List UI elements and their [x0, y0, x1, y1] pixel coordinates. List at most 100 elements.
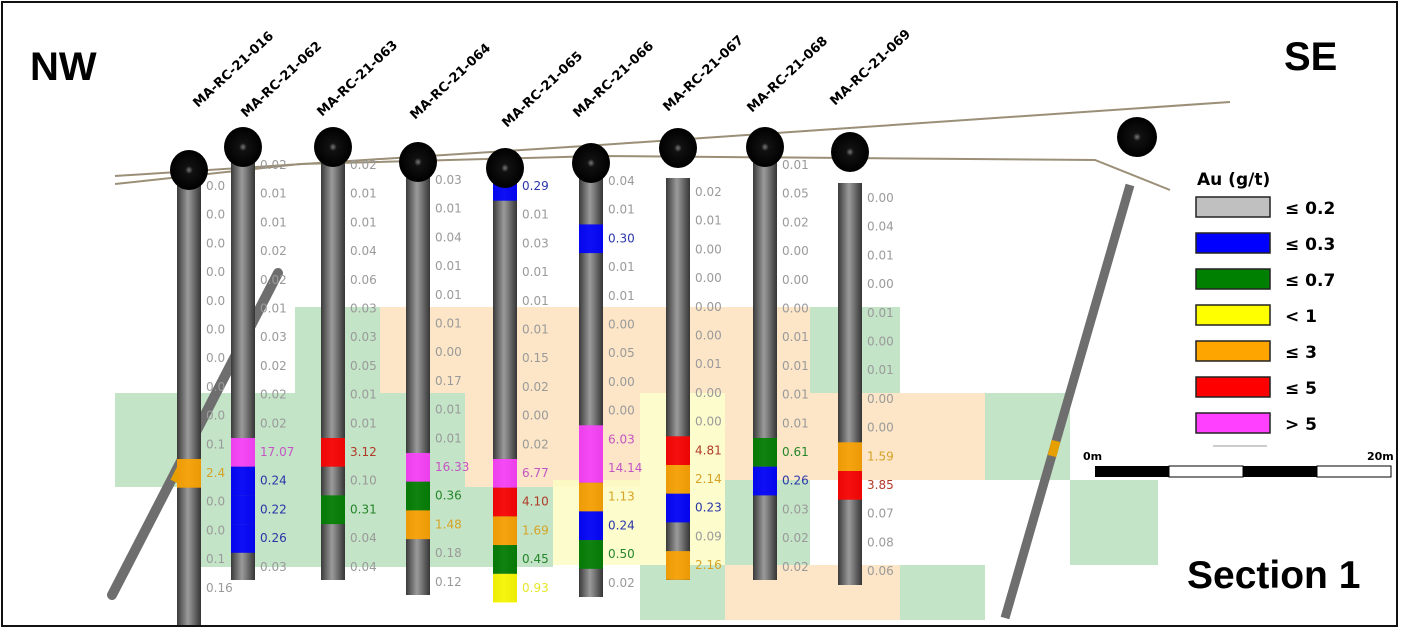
section-title: Section 1 [1187, 554, 1360, 597]
scale-segment [1095, 466, 1169, 477]
assay-value: 0.01 [782, 416, 809, 430]
assay-interval [838, 442, 862, 471]
assay-interval [321, 438, 345, 467]
assay-value: 0.01 [522, 294, 549, 308]
scale-segment [1316, 465, 1392, 478]
assay-value: 0.0 [206, 179, 225, 193]
assay-value: 0.03 [350, 302, 377, 316]
assay-value: 0.02 [782, 215, 809, 229]
scale-bar: 0m 20m [1083, 450, 1394, 478]
hole-label: MA-RC-21-067 [660, 33, 746, 115]
drill-hole: 0.02 0.01 0.01 0.04 0.06 0.03 0.03 0.05 0.01 0.01… [314, 127, 377, 580]
assay-value: 0.1 [206, 437, 225, 451]
assay-value: 0.00 [782, 273, 809, 287]
assay-interval [231, 524, 255, 553]
assay-value: 0.24 [260, 474, 287, 488]
assay-value: 0.01 [867, 306, 894, 320]
assay-value: 0.0 [206, 380, 225, 394]
hole-label: MA-RC-21-068 [744, 34, 830, 116]
direction-label-nw: NW [30, 45, 97, 89]
assay-value: 2.4 [206, 466, 225, 480]
assay-value: 0.22 [260, 502, 287, 516]
assay-interval [493, 573, 517, 603]
assay-value: 0.01 [435, 202, 462, 216]
assay-value: 0.29 [522, 179, 549, 193]
assay-value: 0.10 [350, 474, 377, 488]
assay-value: 0.01 [867, 248, 894, 262]
assay-value: 4.10 [522, 495, 549, 509]
assay-value: 0.01 [350, 388, 377, 402]
hole-label: MA-RC-21-063 [314, 38, 400, 120]
inclined-hole-right [1000, 183, 1135, 620]
assay-value: 6.77 [522, 466, 549, 480]
assay-value: 0.00 [608, 375, 635, 389]
drill-hole: 0.02 0.01 0.01 0.02 0.02 0.01 0.03 0.02 0.02 0.02… [224, 127, 294, 580]
assay-value: 0.01 [435, 259, 462, 273]
assay-value: 0.00 [867, 191, 894, 205]
drill-hole: 0.01 0.05 0.02 0.00 0.00 0.00 0.01 0.01 0.01 0.01… [746, 127, 809, 580]
assay-value: 0.0 [206, 323, 225, 337]
assay-interval [838, 471, 862, 500]
assay-value: 0.02 [260, 244, 287, 258]
assay-value: 0.01 [350, 215, 377, 229]
scale-segment [1168, 465, 1244, 478]
assay-value: 0.01 [435, 431, 462, 445]
collar-marker [486, 148, 524, 188]
collar-marker [572, 143, 610, 183]
assay-value: 0.01 [260, 215, 287, 229]
drill-hole: 0.00 0.04 0.01 0.00 0.01 0.00 0.01 0.00 0.00 1.59… [831, 132, 894, 585]
drill-hole: 0.03 0.01 0.04 0.01 0.01 0.01 0.00 0.17 0.01 0.01… [399, 142, 469, 595]
assay-value: 0.00 [695, 386, 722, 400]
assay-value: 1.13 [608, 490, 635, 504]
assay-interval [579, 224, 603, 254]
assay-value: 0.12 [435, 575, 462, 589]
hole-label: MA-RC-21-066 [570, 39, 656, 121]
assay-value: 0.00 [695, 242, 722, 256]
assay-value: 0.0 [206, 495, 225, 509]
assay-value: 0.01 [435, 288, 462, 302]
assay-value: 0.02 [782, 560, 809, 574]
assay-value: 0.00 [435, 345, 462, 359]
assay-value: 0.02 [350, 158, 377, 172]
drill-holes: 0.00.00.00.00.00.00.00.00.00.12.40.00.00… [170, 127, 894, 625]
assay-interval [231, 466, 255, 496]
assay-value: 0.26 [260, 531, 287, 545]
assay-value: 0.01 [608, 203, 635, 217]
scale-end-label: 20m [1367, 450, 1394, 463]
collar-marker [659, 128, 697, 168]
assay-interval [666, 551, 690, 580]
assay-value: 0.02 [260, 158, 287, 172]
legend-swatch [1195, 268, 1271, 290]
assay-value: 0.01 [435, 403, 462, 417]
assay-value: 0.03 [350, 330, 377, 344]
drill-hole: 0.0 0.0 0.0 0.0 0.0 0.0 0.0 0.0 0.0 0.1 2.4 0.0 0.0 0… [170, 150, 233, 625]
assay-value: 0.01 [782, 388, 809, 402]
assay-value: 0.36 [435, 489, 462, 503]
assay-value: 0.04 [867, 220, 894, 234]
assay-value: 0.02 [782, 531, 809, 545]
hole-label: MA-RC-21-065 [499, 49, 585, 131]
legend: Au (g/t) ≤ 0.2 ≤ 0.3 ≤ 0.7 < 1 ≤ 3 ≤ 5 > 5 [1195, 170, 1335, 447]
legend-title: Au (g/t) [1197, 170, 1270, 190]
scale-segment [1243, 466, 1317, 477]
assay-interval [753, 438, 777, 467]
legend-label: > 5 [1285, 415, 1317, 435]
assay-interval [493, 459, 517, 488]
assay-value: 0.09 [695, 529, 722, 543]
assay-value: 0.01 [435, 317, 462, 331]
hole-label: MA-RC-21-069 [827, 27, 913, 109]
assay-value: 0.04 [350, 244, 377, 258]
assay-value: 0.06 [350, 273, 377, 287]
assay-value: 0.00 [867, 392, 894, 406]
assay-value: 0.01 [522, 208, 549, 222]
legend-label: ≤ 0.2 [1285, 199, 1335, 219]
collar-marker-right [1117, 117, 1157, 157]
assay-interval [666, 436, 690, 465]
inclined-hole-right-orange-interval [1047, 439, 1061, 458]
legend-swatch [1195, 304, 1271, 326]
assay-interval [406, 481, 430, 511]
assay-value: 0.02 [608, 576, 635, 590]
